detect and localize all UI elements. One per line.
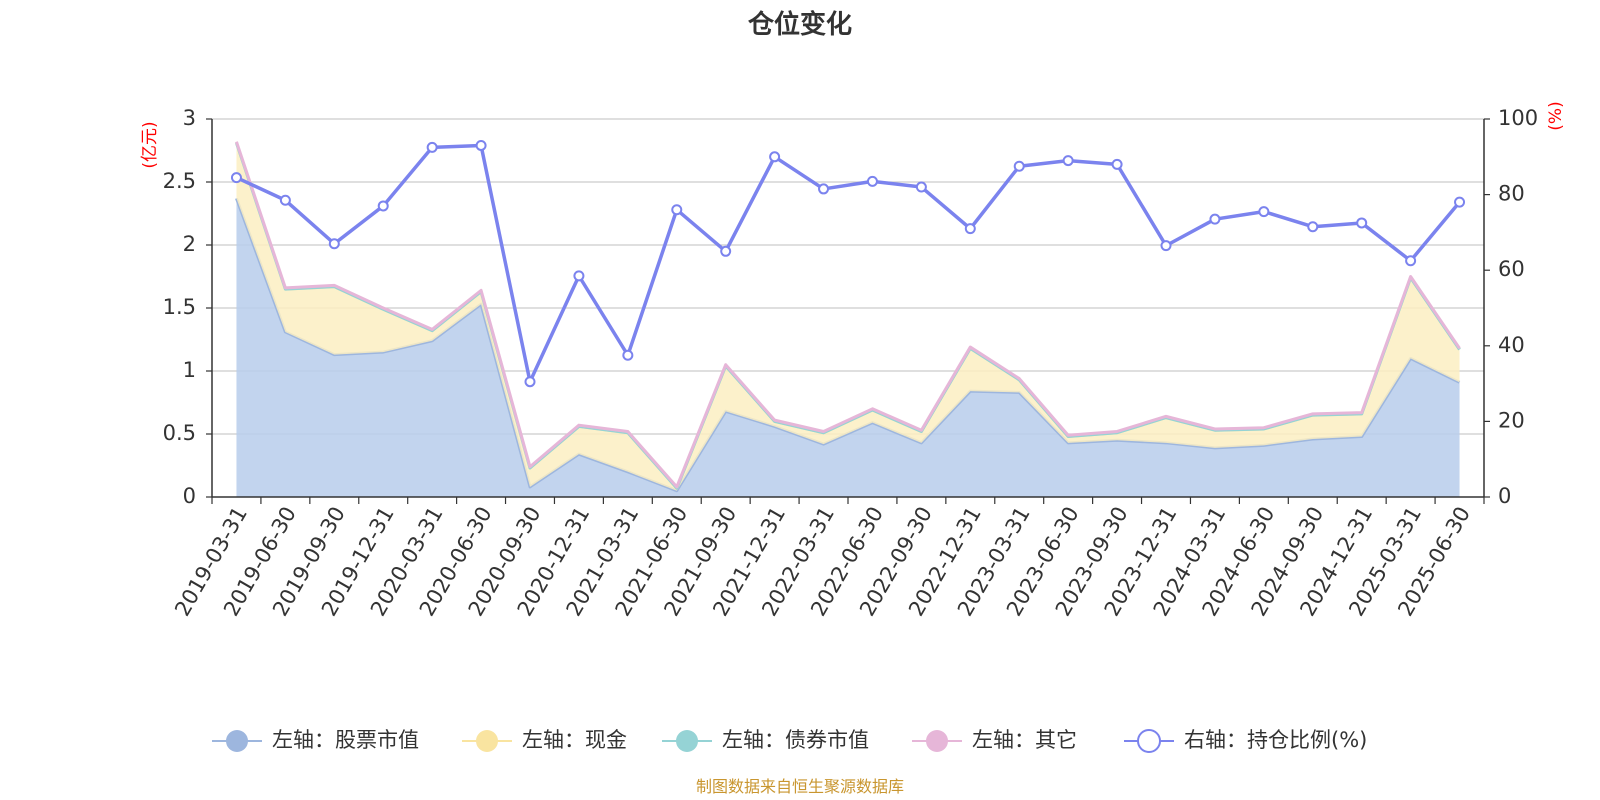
ratio-point [1062,155,1074,167]
left-axis-tick-label: 1 [183,358,196,382]
left-axis-unit: (亿元) [140,121,160,168]
ratio-point [426,141,438,153]
left-axis-tick-label: 0.5 [163,421,196,445]
legend-marker [226,730,248,752]
ratio-point [1013,160,1025,172]
area-fill [236,198,1460,497]
legend-label: 左轴：债券市值 [722,728,869,752]
ratio-point [1111,158,1123,170]
right-axis-tick-label: 20 [1498,408,1525,432]
chart-title: 仓位变化 [747,9,852,40]
ratio-line [235,143,1461,384]
ratio-point [328,238,340,250]
ratio-point [230,172,242,184]
legend-label: 左轴：现金 [522,728,627,752]
left-axis-tick-label: 2.5 [163,169,196,193]
legend-marker [476,730,498,752]
ratio-point [1209,213,1221,225]
ratio-point [1454,196,1466,208]
ratio-point [915,181,927,193]
ratio-point [1356,217,1368,229]
legend-label: 左轴：股票市值 [272,728,419,752]
series-line [235,141,1461,489]
left-axis-tick-label: 3 [183,106,196,130]
legend-marker [926,730,948,752]
ratio-point [671,204,683,216]
ratio-point [622,349,634,361]
ratio-point [1405,255,1417,267]
ratio-point [279,194,291,206]
ratio-point [377,200,389,212]
right-axis-tick-label: 80 [1498,182,1525,206]
right-axis-tick-label: 100 [1498,106,1538,130]
legend-marker [676,730,698,752]
right-axis-tick-label: 60 [1498,257,1525,281]
legend-marker [1137,729,1161,753]
line-layer [230,139,1466,388]
legend-label: 左轴：其它 [972,728,1077,752]
ratio-point [720,245,732,257]
ratio-point [1258,206,1270,218]
right-axis-tick-label: 40 [1498,333,1525,357]
data-source-note: 制图数据来自恒生聚源数据库 [696,777,904,796]
legend: 左轴：股票市值 左轴：现金 左轴：债券市值 左轴：其它 右轴：持仓比例(%) [212,728,1367,753]
left-axis-tick-label: 0 [183,484,196,508]
ratio-point [964,223,976,235]
ratio-point [573,270,585,282]
ratio-point [818,183,830,195]
ratio-point [1307,221,1319,233]
right-axis-unit: (%) [1546,101,1566,130]
left-axis-tick-label: 2 [183,232,196,256]
area-layer [235,141,1461,497]
ratio-point [1160,240,1172,252]
left-axis-tick-label: 1.5 [163,295,196,319]
legend-label: 右轴：持仓比例(%) [1184,728,1367,752]
ratio-point [866,175,878,187]
ratio-point [475,139,487,151]
right-axis-tick-label: 0 [1498,484,1511,508]
ratio-point [524,376,536,388]
ratio-point [769,151,781,163]
